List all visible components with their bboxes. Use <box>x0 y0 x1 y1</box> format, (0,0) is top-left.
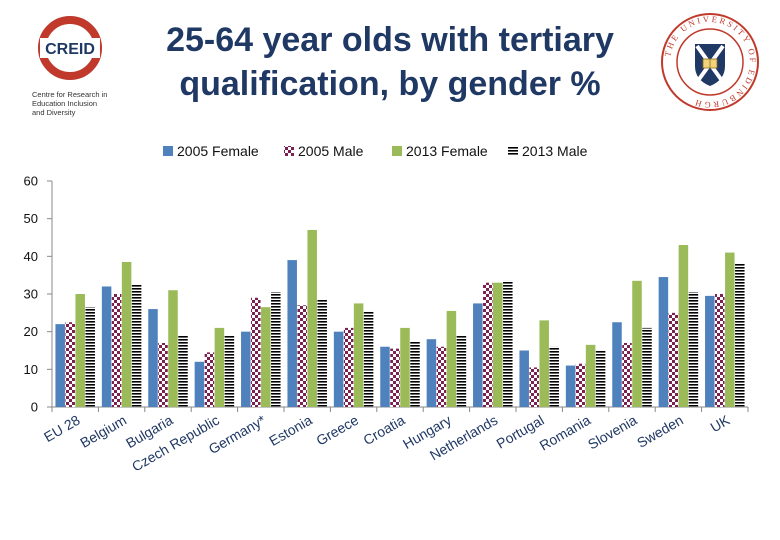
bar-hungary-2013-male <box>456 335 467 407</box>
bar-eu-28-2005-female <box>55 324 65 407</box>
bar-estonia-2013-female <box>307 229 317 407</box>
bar-slovenia-2013-female <box>632 280 642 407</box>
legend-label-2013-male: 2013 Male <box>522 143 588 159</box>
bar-estonia-2005-male <box>297 305 307 407</box>
legend-swatch-2005-male <box>284 146 294 156</box>
bar-hungary-2005-male <box>436 346 447 407</box>
bar-romania-2005-female <box>565 365 576 407</box>
y-tick-label: 10 <box>24 362 38 377</box>
bar-bulgaria-2013-female <box>168 290 178 407</box>
bar-croatia-2005-female <box>380 346 390 407</box>
bar-romania-2005-male <box>575 363 586 407</box>
bar-portugal-2005-male <box>529 367 539 407</box>
category-label-romania: Romania <box>537 412 594 454</box>
y-tick-label: 20 <box>24 324 38 339</box>
category-label-portugal: Portugal <box>494 412 547 452</box>
bar-sweden-2013-female <box>678 245 689 407</box>
y-tick-label: 0 <box>31 400 38 415</box>
bar-slovenia-2005-female <box>612 322 622 407</box>
bar-sweden-2005-female <box>658 277 669 407</box>
creid-caption-line-2: Education Inclusion <box>32 99 98 108</box>
bar-belgium-2013-female <box>121 261 132 407</box>
bar-czech-republic-2005-female <box>194 361 205 407</box>
bar-estonia-2013-male <box>317 299 327 407</box>
bar-uk-2005-male <box>715 294 725 407</box>
y-tick-label: 40 <box>24 249 38 264</box>
slide-title: 25-64 year olds with tertiary qualificat… <box>150 18 630 106</box>
bar-uk-2005-female <box>705 295 715 407</box>
creid-caption: Centre for Research in Education Inclusi… <box>32 90 142 117</box>
title-line-1: 25-64 year olds with tertiary <box>166 21 614 59</box>
bar-bulgaria-2013-male <box>178 335 188 407</box>
bar-netherlands-2013-male <box>503 280 513 407</box>
bar-czech-republic-2005-male <box>204 352 215 407</box>
bar-croatia-2013-male <box>410 341 420 407</box>
bar-germany-2005-female <box>241 331 251 407</box>
bar-germany-2013-female <box>261 307 271 407</box>
legend-label-2005-female: 2005 Female <box>177 143 259 159</box>
category-label-slovenia: Slovenia <box>585 412 640 453</box>
bar-portugal-2005-female <box>519 350 529 407</box>
bar-czech-republic-2013-male <box>224 335 235 407</box>
bar-netherlands-2005-female <box>473 303 483 407</box>
chart-legend: 2005 Female 2005 Male 2013 Female 2013 Male <box>163 143 588 159</box>
bar-romania-2013-female <box>585 344 596 407</box>
bar-germany-2013-male <box>271 292 281 407</box>
y-tick-label: 50 <box>24 211 38 226</box>
bar-croatia-2005-male <box>390 348 400 407</box>
creid-logo-mark: CREID <box>38 16 102 80</box>
legend-swatch-2005-female <box>163 146 173 156</box>
university-of-edinburgh-seal: THE UNIVERSITY OF EDINBURGH <box>661 13 759 111</box>
category-label-uk: UK <box>707 411 732 435</box>
bar-hungary-2005-female <box>426 339 437 407</box>
bar-slovenia-2013-male <box>642 327 652 407</box>
legend-swatch-2013-male <box>508 146 518 156</box>
legend-label-2013-female: 2013 Female <box>406 143 488 159</box>
bar-belgium-2005-female <box>101 286 112 407</box>
category-label-belgium: Belgium <box>77 412 129 451</box>
bar-belgium-2013-male <box>131 284 142 407</box>
legend-swatch-2013-female <box>392 146 402 156</box>
bar-hungary-2013-female <box>446 310 457 407</box>
creid-brand-text: CREID <box>45 41 95 58</box>
creid-logo: CREID Centre for Research in Education I… <box>28 12 128 122</box>
bar-belgium-2005-male <box>111 294 122 407</box>
bar-greece-2013-female <box>353 303 364 407</box>
legend-label-2005-male: 2005 Male <box>298 143 364 159</box>
bar-uk-2013-male <box>735 263 745 407</box>
bar-greece-2013-male <box>363 310 374 407</box>
category-label-estonia: Estonia <box>266 412 315 449</box>
bar-czech-republic-2013-female <box>214 327 225 407</box>
bar-greece-2005-female <box>333 331 344 407</box>
bar-sweden-2005-male <box>668 312 679 407</box>
bar-greece-2005-male <box>343 327 354 407</box>
bar-eu-28-2013-female <box>75 294 85 407</box>
bar-germany-2005-male <box>251 297 261 407</box>
y-tick-label: 30 <box>24 287 38 302</box>
y-tick-label: 60 <box>24 174 38 189</box>
creid-caption-line-1: Centre for Research in <box>32 90 108 99</box>
bar-netherlands-2005-male <box>483 282 493 407</box>
bar-estonia-2005-female <box>287 260 297 407</box>
bar-netherlands-2013-female <box>493 282 503 407</box>
bar-portugal-2013-female <box>539 320 549 407</box>
bar-sweden-2013-male <box>688 292 699 407</box>
category-label-greece: Greece <box>313 412 361 449</box>
title-line-2: qualification, by gender % <box>179 65 601 103</box>
bar-eu-28-2005-male <box>65 322 75 407</box>
bar-portugal-2013-male <box>549 346 559 407</box>
creid-caption-line-3: and Diversity <box>32 108 76 117</box>
bar-croatia-2013-female <box>400 327 410 407</box>
bar-slovenia-2005-male <box>622 342 632 407</box>
category-label-sweden: Sweden <box>634 412 686 451</box>
bar-bulgaria-2005-female <box>148 309 158 407</box>
bar-uk-2013-female <box>725 252 735 407</box>
category-label-croatia: Croatia <box>360 412 407 449</box>
bar-bulgaria-2005-male <box>158 342 168 407</box>
bar-eu-28-2013-male <box>85 307 95 407</box>
category-label-eu-28: EU 28 <box>41 412 83 445</box>
bar-romania-2013-male <box>595 350 606 407</box>
